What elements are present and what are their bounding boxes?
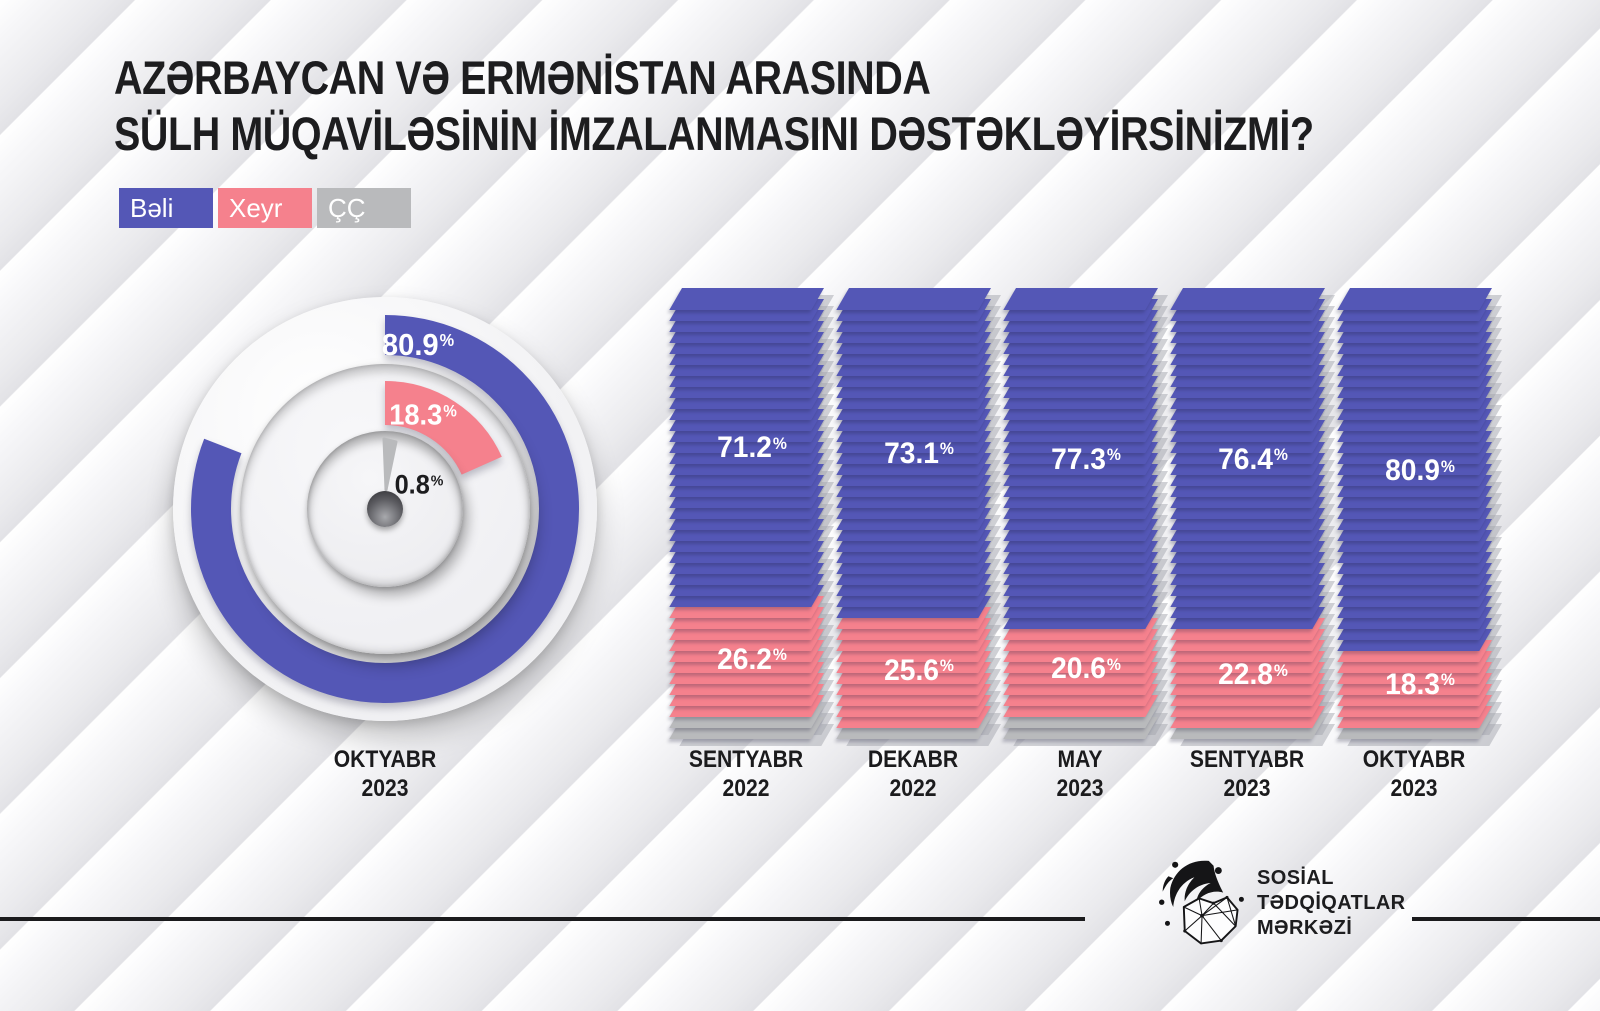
percent-label: 77.3% bbox=[1051, 442, 1121, 476]
bar-category-label: SENTYABR 2023 bbox=[1189, 746, 1305, 802]
percent-label: 18.3% bbox=[389, 399, 457, 432]
title-line-1: AZƏRBAYCAN VƏ ERMƏNİSTAN ARASINDA bbox=[114, 51, 931, 104]
paper-sheet bbox=[836, 288, 991, 310]
stm-logo-emblem bbox=[1159, 860, 1244, 945]
paper-sheet bbox=[669, 288, 824, 310]
paper-bar-3: 77.3% 20.6% bbox=[1002, 288, 1168, 746]
legend-item-1: Bəli bbox=[119, 188, 213, 228]
footer-rule-right bbox=[1412, 917, 1600, 921]
percent-label: 80.9% bbox=[381, 327, 455, 362]
percent-label: 80.9% bbox=[1385, 454, 1455, 488]
paper-sheet bbox=[1003, 288, 1158, 310]
legend-label: Bəli bbox=[130, 192, 174, 223]
percent-label: 25.6% bbox=[884, 653, 954, 687]
org-name-line-1: SOSİAL bbox=[1257, 867, 1334, 889]
title-line-2: SÜLH MÜQAVİLƏSİNİN İMZALANMASINI DƏSTƏKL… bbox=[114, 107, 1314, 160]
percent-label: 20.6% bbox=[1051, 652, 1121, 686]
paper-bar-2: 73.1% 25.6% bbox=[835, 288, 1001, 746]
bar-category-label: OKTYABR 2023 bbox=[1362, 746, 1466, 802]
org-name-line-2: TƏDQİQATLAR bbox=[1257, 892, 1406, 914]
percent-label: 18.3% bbox=[1385, 667, 1455, 701]
paper-bar-4: 76.4% 22.8% bbox=[1169, 288, 1335, 746]
percent-label: 22.8% bbox=[1218, 658, 1288, 692]
bar-category-label: DEKABR 2022 bbox=[867, 746, 959, 802]
percent-label: 76.4% bbox=[1218, 442, 1288, 476]
percent-label: 26.2% bbox=[717, 642, 787, 676]
percent-label: 73.1% bbox=[884, 436, 954, 470]
legend-label: Xeyr bbox=[229, 192, 283, 223]
org-name: SOSİAL TƏDQİQATLAR MƏRKƏZİ bbox=[1257, 866, 1406, 941]
paper-bar-5: 80.9% 18.3% bbox=[1336, 288, 1502, 746]
org-name-line-3: MƏRKƏZİ bbox=[1257, 917, 1353, 939]
donut-caption: OKTYABR 2023 bbox=[333, 746, 437, 802]
paper-bar-1: 71.2% 26.2% bbox=[668, 288, 834, 746]
legend: Bəli Xeyr ÇÇ bbox=[119, 188, 411, 228]
legend-item-3: ÇÇ bbox=[317, 188, 411, 228]
paper-sheet bbox=[1337, 288, 1492, 310]
percent-label: 0.8% bbox=[394, 469, 444, 500]
footer-rule-left bbox=[0, 917, 1085, 921]
legend-item-2: Xeyr bbox=[218, 188, 312, 228]
percent-label: 71.2% bbox=[717, 431, 787, 465]
legend-label: ÇÇ bbox=[328, 192, 366, 223]
bar-category-label: MAY 2023 bbox=[1056, 746, 1104, 802]
donut-chart: 80.9% 18.3% 0.8% bbox=[165, 289, 605, 729]
bar-category-label: SENTYABR 2022 bbox=[688, 746, 804, 802]
paper-sheet bbox=[1170, 288, 1325, 310]
donut-center-hole bbox=[367, 491, 403, 527]
